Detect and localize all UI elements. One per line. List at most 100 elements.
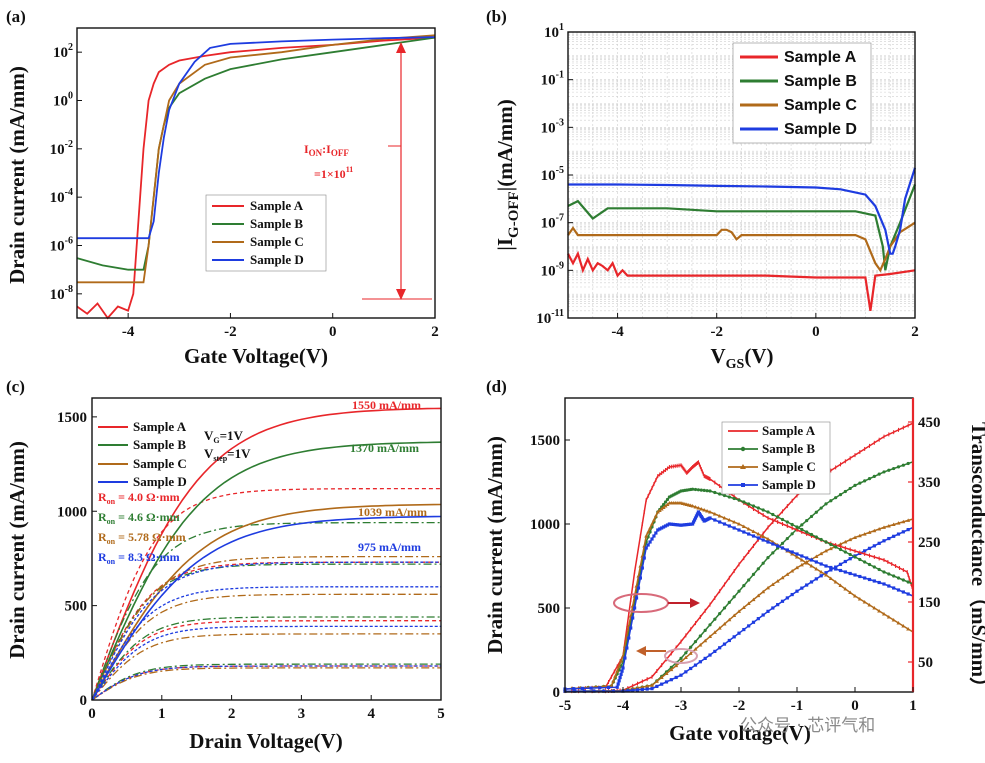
panel-d-gm-marker-c [857,597,862,601]
panel-d-drain-marker-d [640,687,644,692]
panel-d-drain-marker-b [722,606,727,610]
panel-d-gm-marker-c [657,508,662,512]
panel-d-drain-marker-b [766,556,770,560]
panel-d-drain-marker-d [800,586,804,590]
panel-d-drain-marker-c [737,609,741,613]
panel-d-gm-marker-c [790,552,795,556]
panel-d-gm-marker-b [872,565,876,569]
panel-d-gm-marker-d [727,524,731,528]
panel-d-drain-marker-d [747,624,751,628]
legend-a-sample-a: Sample A [250,198,304,213]
panel-d-gm-marker-d [671,522,675,526]
panel-d-drain-marker-d [887,536,891,541]
panel-b: (b) -4 -2 0 2 101 10-1 10-3 10-5 10-7 10-9 10-11 S… [486,7,919,372]
panel-a-ytick: 10-2 [50,139,73,158]
panel-d-gm-marker-b [732,496,736,501]
panel-d-drain-marker-d [867,546,872,550]
panel-d-drain-marker-b [718,612,722,616]
panel-d-drain-marker-d [674,675,678,680]
panel-d-drain-marker-d [689,666,693,671]
panel-d-drain-marker-b [882,470,886,474]
panel-d-gm-marker-c [877,609,882,613]
panel-d-drain-marker-d [761,613,765,617]
panel-d-drain-marker-d [877,541,881,545]
panel-b-ytick: 10-11 [536,308,564,327]
panel-d-gm-marker-d [800,554,804,558]
panel-d-gm-marker-c [646,530,651,534]
panel-a-ylabel: Drain current (mA/mm) [5,66,29,284]
panel-d-gm-marker-d [771,542,775,546]
panel-c-xtick: 1 [158,706,166,722]
panel-d-gm-marker-d [598,686,602,690]
panel-d-drain-marker-b [824,502,828,506]
panel-d-ytick: 1000 [530,517,560,533]
panel-d-gm-marker-b [809,532,814,537]
panel-d-drain-marker-c [795,565,799,570]
panel-d-gm-marker-c [615,669,620,673]
panel-d-drain-marker-c [901,519,906,524]
panel-d-drain-marker-b [703,628,707,633]
panel-d-drain-marker-d [751,620,756,624]
panel-d-drain-marker-d [805,583,809,587]
panel-d-drain-marker-b [906,461,910,466]
panel-d-legend: Sample A Sample B Sample C Sample D [721,421,831,495]
panel-a: (a) -4 -2 0 2 102 100 10-2 10-4 10-6 10-8 ION:IOF… [5,7,439,368]
panel-c-curve-d-1 [91,561,441,701]
panel-d-gm-marker-d [693,516,698,520]
panel-d-drain-marker-d [848,557,852,561]
panel-d-gm-marker-b [800,527,804,532]
panel-d-gm-marker-d [621,666,625,670]
panel-a-frame [76,27,436,319]
panel-d-gm-marker-d [679,523,683,527]
panel-d-drain-marker-d [776,603,780,607]
panel-d-gm-marker-c [693,505,698,509]
panel-d-drain-marker-c [843,539,848,544]
panel-d-drain-marker-b [858,481,862,485]
panel-c-curve-c-4 [91,667,441,701]
panel-d-drain-marker-d [771,606,775,610]
panel-d-gm-marker-c [659,507,664,511]
panel-b-xtick: -2 [710,324,723,340]
panel-d-drain-marker-d [843,559,847,564]
panel-d-gm-marker-c [653,514,658,518]
panel-d-gm-marker-d [838,568,843,573]
panel-a-xtick: 0 [329,324,337,340]
panel-d-drain-marker-c [785,572,790,576]
panel-d-drain-marker-c [838,542,843,546]
panel-d-drain-marker-b [809,514,814,519]
legend-d-sample-c: Sample C [762,459,816,474]
panel-d-gm-marker-d [687,522,691,526]
panel-d-gm-marker-d [809,558,814,562]
panel-a-series-c [77,34,436,284]
panel-d-y2tick: 50 [918,655,933,671]
panel-d-gm-marker-d [732,526,736,530]
panel-d-gm-marker-c [712,512,717,516]
panel-d-drain-marker-b [780,541,785,545]
panel-d-y2tick: 450 [918,415,941,431]
panel-d-drain-marker-c [693,647,698,651]
panel-d-gm-marker-d [636,586,641,590]
panel-c-curve-b-3 [91,616,441,701]
panel-d-ytick: 500 [538,601,561,617]
panel-d-gm-marker-b [834,545,838,549]
panel-d-gm-marker-c [705,509,710,513]
panel-d-drain-marker-d [766,609,770,613]
panel-d-drain-marker-c [640,685,645,689]
panel-c-xtick: 5 [437,706,445,722]
panel-d-gm-marker-c [690,504,695,508]
panel-d-xtick: -2 [733,698,746,714]
panel-d-gm-marker-c [751,529,756,533]
panel-d-drain-marker-d [693,663,698,667]
panel-d-gm-marker-d [834,567,838,571]
panel-d-gm-marker-b [858,557,862,562]
panel-d-gm-marker-d [650,537,654,541]
panel-d-gm-marker-b [814,535,818,539]
panel-d-drain-marker-c [886,523,891,528]
panel-d-gm-marker-b [780,517,785,522]
panel-d-drain-marker-c [761,589,766,594]
panel-d-gm-marker-b [824,540,828,544]
panel-d-drain-marker-b [834,496,838,500]
panel-d-gm-marker-b [727,495,731,499]
panel-b-series-d [568,167,917,255]
panel-b-curves [567,167,917,311]
